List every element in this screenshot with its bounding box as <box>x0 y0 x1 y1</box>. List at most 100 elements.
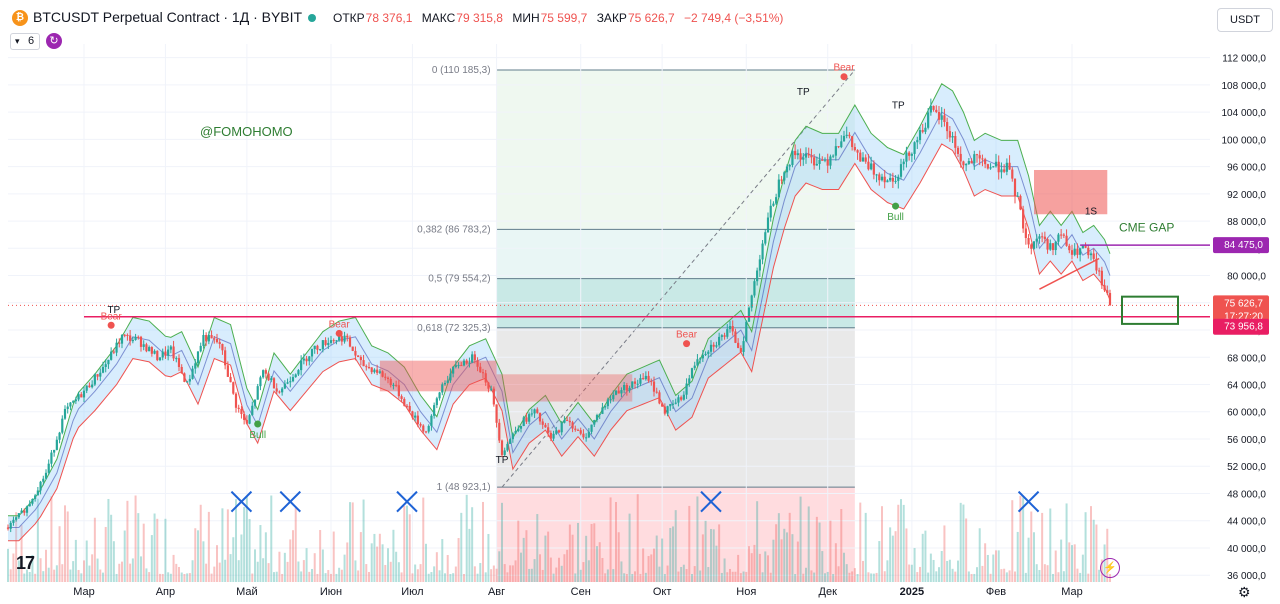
currency-button[interactable]: USDT <box>1217 8 1273 32</box>
volume-bar <box>36 498 39 582</box>
gear-icon[interactable]: ⚙ <box>1238 584 1251 600</box>
candle-body <box>324 340 327 345</box>
candle-body <box>975 154 979 156</box>
candle-body <box>286 382 289 384</box>
watermark-label: @FOMOHOMO <box>200 124 293 139</box>
candle-body <box>443 382 447 385</box>
candle-body <box>777 179 780 198</box>
volume-bar <box>452 573 455 582</box>
volume-bar <box>1008 570 1011 582</box>
volume-bar <box>7 548 9 582</box>
high-label: МАКС <box>421 11 456 25</box>
candle-body <box>620 390 623 394</box>
volume-bar <box>528 568 531 582</box>
candle-body <box>742 341 745 352</box>
volume-bar <box>962 504 965 582</box>
volume-bar <box>311 568 313 582</box>
y-tick-label: 112 000,0 <box>1222 54 1266 65</box>
x-tick-label: Май <box>236 586 258 598</box>
candle-body <box>848 134 851 137</box>
indicators-toggle[interactable]: ▾ 6 <box>10 33 40 50</box>
candle-body <box>766 217 770 233</box>
volume-bar <box>921 533 924 582</box>
candle-body <box>58 432 61 440</box>
volume-bar <box>178 566 180 582</box>
candle-body <box>913 142 916 154</box>
candle-body <box>93 374 96 385</box>
channel-lower <box>8 143 1111 542</box>
candle-body <box>536 409 539 413</box>
candle-body <box>237 407 240 409</box>
volume-bar <box>340 569 343 582</box>
candle-body <box>696 359 699 366</box>
candle-body <box>872 163 875 175</box>
candle-body <box>590 424 593 432</box>
candle-body <box>180 366 183 374</box>
volume-bar <box>376 546 379 582</box>
candle-body <box>791 150 794 165</box>
candle-body <box>579 430 582 434</box>
candle-body <box>28 503 31 507</box>
y-tick-label: 40 000,0 <box>1227 544 1266 555</box>
candle-body <box>693 365 696 369</box>
volume-bar <box>495 568 498 582</box>
indicator-count: 6 <box>28 35 35 47</box>
volume-bar <box>908 564 911 582</box>
bear-signal-label: Bear <box>329 319 351 330</box>
volume-bar <box>403 505 406 582</box>
volume-bar <box>533 559 536 582</box>
candle-body <box>663 406 666 414</box>
candle-body <box>44 472 48 479</box>
volume-bar <box>28 572 31 582</box>
volume-bar <box>457 538 460 582</box>
bull-signal-label: Bull <box>249 430 266 441</box>
bear-signal-dot <box>683 340 691 348</box>
candle-body <box>487 382 490 389</box>
volume-bar <box>720 572 723 582</box>
candle-body <box>72 401 75 403</box>
open-value: 78 376,1 <box>365 11 413 25</box>
price-tag-84475-text: 84 475,0 <box>1224 240 1263 251</box>
candle-body <box>661 403 664 407</box>
x-tick-label: Июл <box>401 586 423 598</box>
volume-bar <box>582 562 585 582</box>
candle-body <box>42 478 45 482</box>
volume-bar <box>202 541 205 582</box>
volume-bar <box>571 534 574 582</box>
volume-bar <box>954 571 957 582</box>
y-tick-label: 64 000,0 <box>1227 381 1266 392</box>
candle-body <box>973 154 976 164</box>
volume-bar <box>42 571 45 582</box>
candle-body <box>400 396 403 399</box>
candle-body <box>365 366 368 368</box>
volume-bar <box>761 572 764 582</box>
volume-bar <box>300 571 303 582</box>
volume-bar <box>123 530 126 582</box>
lightning-icon[interactable]: ⚡ <box>1100 558 1120 578</box>
candle-body <box>218 342 221 345</box>
volume-bar <box>1046 565 1049 582</box>
volume-bar <box>400 572 403 582</box>
volume-bar <box>197 530 199 582</box>
volume-bar <box>479 563 482 582</box>
volume-bar <box>289 539 292 582</box>
volume-bar <box>905 528 908 582</box>
candle-body <box>764 232 767 244</box>
refresh-icon[interactable]: ↻ <box>46 33 62 49</box>
volume-bar <box>422 497 425 582</box>
volume-bar <box>26 569 28 582</box>
candle-body <box>864 157 867 162</box>
candle-body <box>902 161 905 165</box>
fib-zone <box>496 327 855 488</box>
y-tick-label: 100 000,0 <box>1222 135 1267 146</box>
volume-bar <box>699 570 702 582</box>
candle-body <box>278 391 281 393</box>
candle-body <box>886 180 889 183</box>
close-label: ЗАКР <box>596 11 627 25</box>
candle-body <box>834 146 837 156</box>
symbol-title[interactable]: BTCUSDT Perpetual Contract · 1Д · BYBIT <box>33 9 303 25</box>
tp-marker: TP <box>892 101 905 112</box>
grid <box>8 44 1210 582</box>
volume-bar <box>777 513 780 582</box>
